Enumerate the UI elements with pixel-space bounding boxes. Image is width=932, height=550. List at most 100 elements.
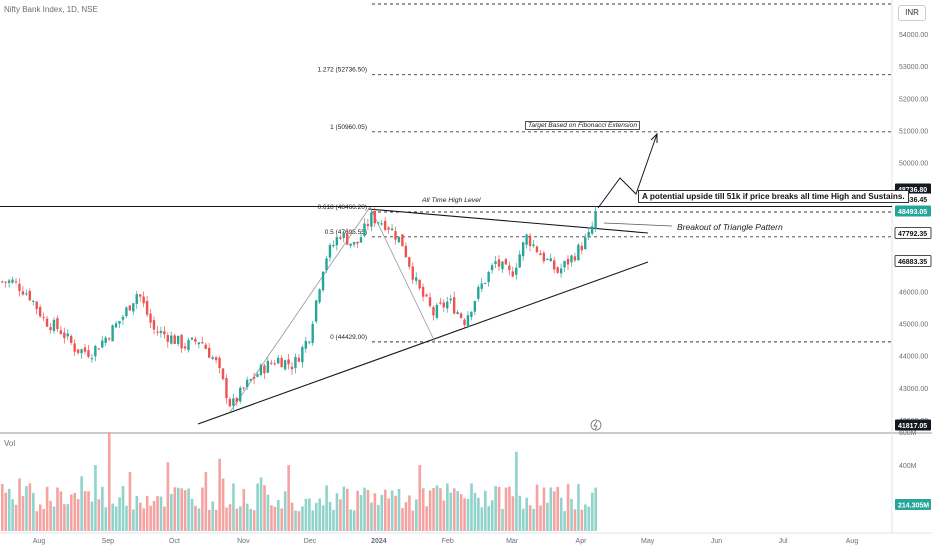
candle-body (190, 337, 194, 340)
volume-bar (283, 491, 287, 531)
volume-bar (197, 508, 201, 531)
candle-body (356, 241, 359, 244)
volume-bar (363, 487, 366, 531)
candle-body (584, 237, 587, 250)
candle-body (187, 339, 190, 351)
candle-body (139, 294, 142, 297)
price-label-badge (894, 227, 932, 239)
volume-bar (142, 508, 146, 531)
volume-bar (394, 495, 397, 531)
candle-body (1, 281, 4, 283)
volume-bar (456, 491, 459, 531)
candle-body (456, 312, 459, 314)
volume-bar (556, 486, 560, 531)
candle-body (487, 271, 490, 283)
volume-bar (549, 487, 553, 531)
candle-body (14, 281, 18, 283)
candle-body (59, 330, 63, 334)
volume-bar (584, 504, 587, 531)
volume-bar (180, 488, 183, 531)
currency-badge[interactable]: INR (898, 5, 926, 21)
candle-body (328, 244, 332, 258)
candle-body (180, 335, 183, 349)
fib-level-label: 1.272 (52736.50) (317, 67, 367, 74)
candle-body (163, 331, 166, 335)
price-tick-label: 45000.00 (899, 322, 928, 329)
volume-bar (346, 488, 349, 531)
volume-bar (342, 486, 346, 531)
candle-body (335, 237, 339, 246)
candle-body (480, 283, 483, 289)
candle-body (35, 301, 38, 310)
volume-bar (263, 485, 266, 531)
volume-bar (38, 504, 42, 531)
candle-body (553, 260, 556, 270)
volume-bar (128, 471, 132, 531)
volume-bar (359, 495, 363, 531)
candle-body (259, 364, 263, 376)
volume-bar (159, 496, 163, 531)
candle-body (321, 271, 325, 291)
candle-body (280, 357, 283, 368)
candle-body (466, 315, 470, 328)
candle-body (218, 357, 221, 369)
time-axis[interactable]: Aug Sep Oct Nov Dec 2024 Feb Mar Apr May Jun Jul Aug (33, 538, 859, 545)
volume-bar (446, 483, 449, 531)
price-label-badge (894, 255, 932, 267)
volume-bar (473, 492, 477, 531)
candle-body (70, 335, 73, 343)
candle-body (484, 282, 487, 284)
fibonacci-levels: 1.272 (52736.50) 1 (50960.05) 0.618 (48466… (317, 3, 892, 343)
candle-body (194, 338, 197, 342)
candle-body (383, 220, 387, 230)
candles (1, 206, 597, 410)
candle-body (132, 303, 135, 312)
candle-body (38, 307, 42, 317)
candle-body (273, 363, 276, 365)
candle-body (549, 258, 552, 262)
volume-bar (280, 508, 284, 531)
volume-bar (590, 492, 594, 531)
volume-bar (411, 510, 415, 531)
volume-bar (404, 502, 408, 531)
time-tick-label: Aug (33, 538, 46, 545)
volume-bar (76, 499, 80, 531)
candle-body (390, 228, 394, 231)
candle-body (21, 291, 25, 295)
volume-bar (273, 506, 277, 531)
volume-bar (501, 509, 504, 531)
candle-body (397, 236, 401, 243)
price-axis[interactable]: 54000.00 53000.00 52000.00 51000.00 50000.00… (899, 32, 928, 470)
candle-body (142, 296, 145, 304)
volume-bar (349, 509, 353, 531)
volume-bar (7, 488, 11, 531)
candle-body (45, 318, 49, 327)
candle-body (518, 254, 521, 268)
candle-body (87, 350, 90, 357)
candle-body (118, 320, 121, 324)
price-tick-label: 44000.00 (899, 354, 928, 361)
volume-bar (314, 502, 318, 531)
volume-bar (232, 483, 235, 531)
candle-body (435, 304, 439, 318)
candle-body (573, 256, 577, 261)
volume-bar (352, 510, 356, 531)
candle-body (221, 368, 225, 380)
volume-bar (466, 498, 470, 531)
candle-body (490, 265, 494, 271)
candle-body (135, 294, 138, 304)
volume-bar (442, 500, 446, 531)
volume-bar (125, 505, 128, 531)
volume-bar (25, 486, 28, 531)
volume-bar (356, 490, 359, 531)
volume-tick-label: 400M (899, 463, 917, 470)
volume-bar (104, 507, 108, 531)
candle-body (349, 243, 352, 246)
volume-bar (228, 504, 232, 531)
volume-bar (208, 509, 211, 531)
volume-bar (80, 476, 83, 531)
volume-bar (308, 498, 311, 531)
volume-bar (449, 492, 453, 531)
fib-level-label: 0.5 (47695.55) (325, 229, 367, 236)
